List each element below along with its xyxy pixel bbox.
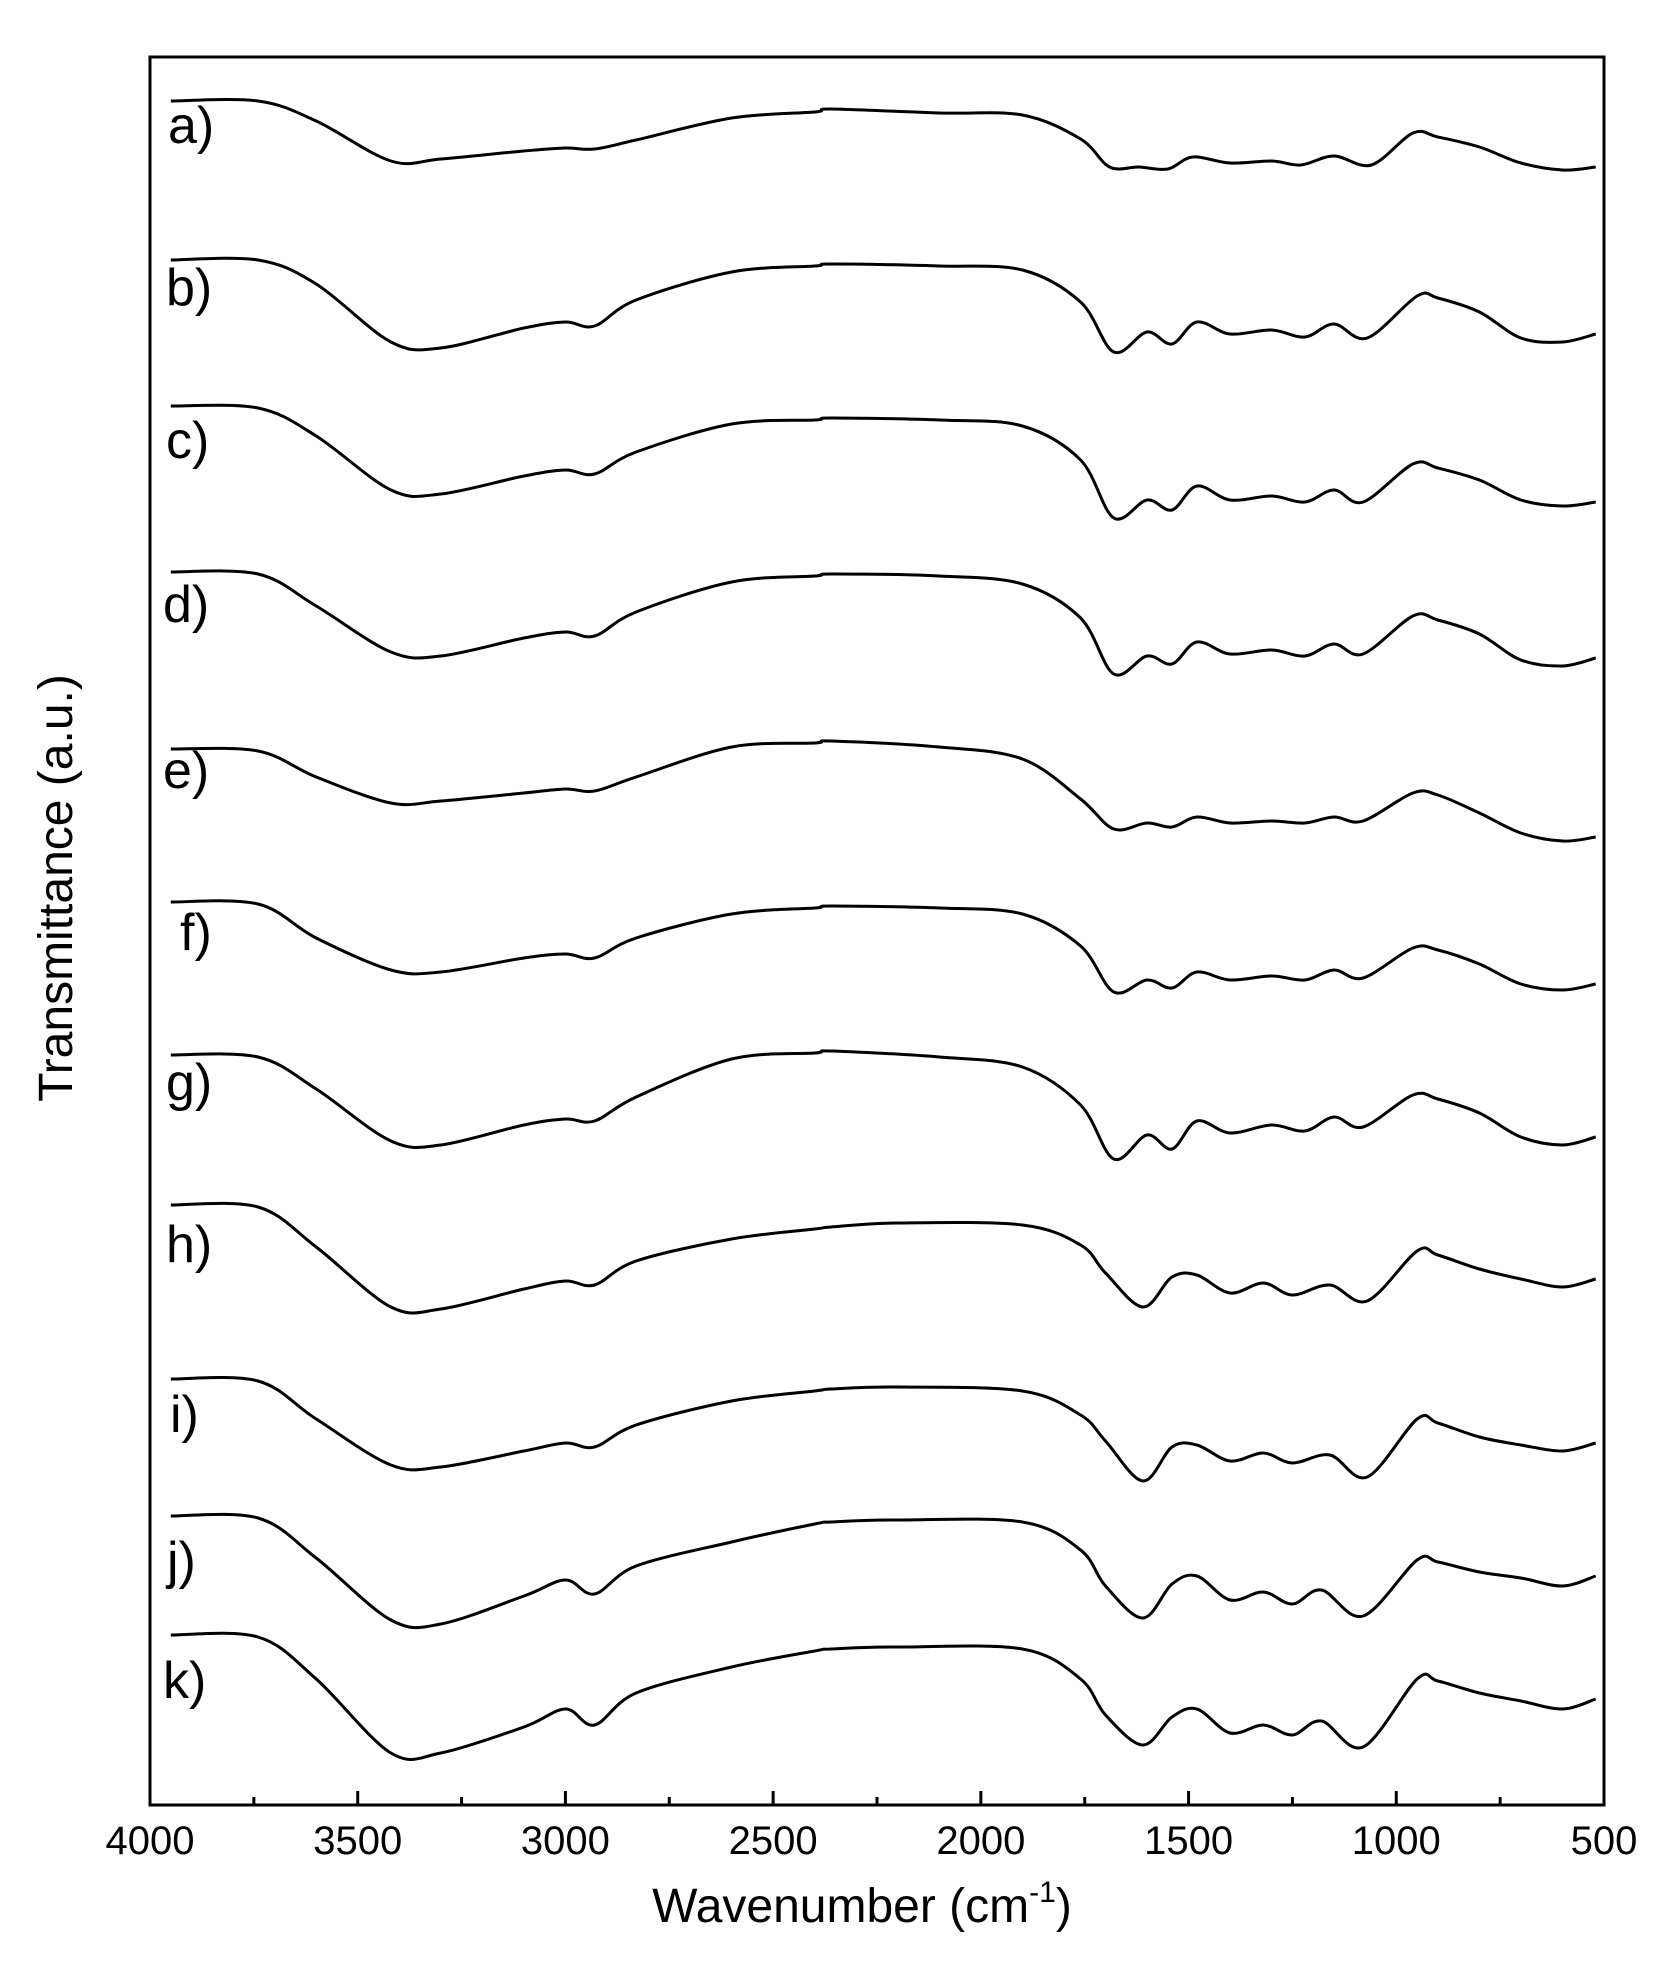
x-axis-tick-labels: 4000 3500 3000 2500 2000 1500 1000 500 [106,1819,1638,1863]
series-label-j: j) [165,1532,196,1590]
x-tick-label: 500 [1571,1819,1638,1863]
series-label-b: b) [166,259,212,317]
x-axis-title-main: Wavenumber (cm [652,1880,1029,1933]
spectrum-line-k [170,1631,1597,1762]
x-tick-label: 3500 [313,1819,402,1863]
spectrum-line-c [170,403,1596,521]
plot-frame [148,55,1606,1807]
spectra-lines [170,98,1597,1762]
spectrum-line-a [170,98,1596,172]
x-axis-ticks [148,1791,1606,1805]
series-label-e: e) [163,742,209,800]
spectrum-line-j [170,1512,1597,1630]
series-label-d: d) [163,576,209,634]
y-axis-title: Transmittance (a.u.) [30,674,83,1102]
x-axis-title: Wavenumber (cm-1) [652,1876,1072,1933]
x-tick-label: 1500 [1144,1819,1233,1863]
spectrum-line-f [170,899,1597,995]
spectrum-line-h [170,1201,1597,1315]
x-tick-label: 2500 [729,1819,818,1863]
x-tick-label: 1000 [1352,1819,1441,1863]
series-label-f: f) [180,904,212,962]
series-label-a: a) [168,97,214,155]
spectrum-line-d [170,569,1597,677]
x-axis-title-close: ) [1056,1880,1072,1933]
spectrum-line-g [170,1049,1597,1161]
series-labels: a) b) c) d) e) f) g) h) i) j) k) [163,97,214,1710]
spectrum-line-i [170,1375,1597,1483]
x-tick-label: 2000 [936,1819,1025,1863]
series-label-k: k) [163,1652,206,1710]
series-label-c: c) [166,412,209,470]
series-label-i: i) [170,1386,199,1444]
x-axis-title-sup: -1 [1029,1876,1056,1909]
x-tick-label: 3000 [521,1819,610,1863]
x-tick-label: 4000 [106,1819,195,1863]
series-label-g: g) [166,1054,212,1112]
spectrum-line-b [170,256,1597,355]
series-label-h: h) [166,1216,212,1274]
spectrum-line-e [170,739,1596,843]
